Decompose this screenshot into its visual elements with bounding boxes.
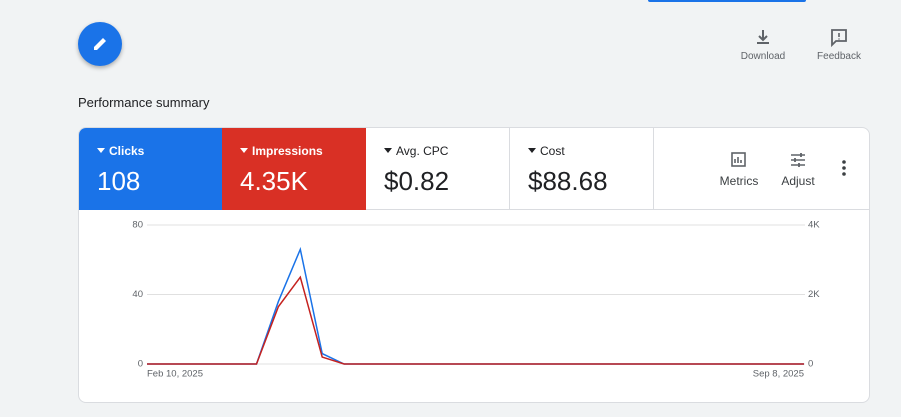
adjust-icon [791, 153, 805, 167]
section-title: Performance summary [78, 95, 210, 110]
metrics-icon [731, 152, 746, 167]
metrics-label: Metrics [719, 174, 759, 188]
metric-value: 4.35K [240, 166, 308, 196]
metric-label: Impressions [252, 144, 323, 158]
download-icon [757, 30, 769, 44]
feedback-label: Feedback [817, 51, 861, 62]
more-button[interactable] [839, 158, 849, 178]
y2-tick-label: 4K [808, 220, 820, 231]
metric-tile[interactable]: Clicks 108 [79, 128, 223, 210]
adjust-label: Adjust [781, 174, 815, 188]
toolbar: Metrics Adjust [654, 128, 869, 210]
edit-icon [94, 38, 106, 50]
y-tick-label: 0 [138, 359, 143, 370]
metric-label: Clicks [109, 144, 145, 158]
chart: 0 40 80 0 2K 4K Feb 10, 2025 Sep 8, 2025 [132, 220, 820, 380]
y-tick-label: 40 [132, 289, 143, 300]
x-tick-label: Feb 10, 2025 [147, 369, 203, 380]
download-button[interactable]: Download [733, 26, 793, 66]
feedback-icon [831, 29, 847, 48]
y2-tick-label: 0 [808, 359, 813, 370]
metric-label: Cost [540, 144, 565, 158]
metric-tile[interactable]: Cost $88.68 [510, 128, 654, 210]
feedback-button[interactable]: Feedback [809, 26, 869, 66]
x-tick-label: Sep 8, 2025 [753, 369, 804, 380]
metrics-button[interactable]: Metrics [709, 150, 769, 188]
download-label: Download [740, 51, 786, 62]
metric-label: Avg. CPC [396, 144, 449, 158]
metric-value: 108 [97, 166, 141, 196]
metric-value: $0.82 [384, 166, 450, 196]
metric-value: $88.68 [528, 166, 608, 196]
series-line [147, 246, 804, 365]
y2-tick-label: 2K [808, 289, 820, 300]
metric-tile[interactable]: Avg. CPC $0.82 [366, 128, 510, 210]
adjust-button[interactable]: Adjust [768, 150, 828, 188]
y-tick-label: 80 [132, 220, 143, 231]
edit-button[interactable] [78, 22, 122, 66]
metric-tile[interactable]: Impressions 4.35K [222, 128, 366, 210]
top-button-edge[interactable] [648, 0, 806, 2]
series-line [147, 275, 804, 365]
performance-card: Clicks 108 Impressions 4.35K Avg. CPC $0.82… [78, 127, 870, 403]
